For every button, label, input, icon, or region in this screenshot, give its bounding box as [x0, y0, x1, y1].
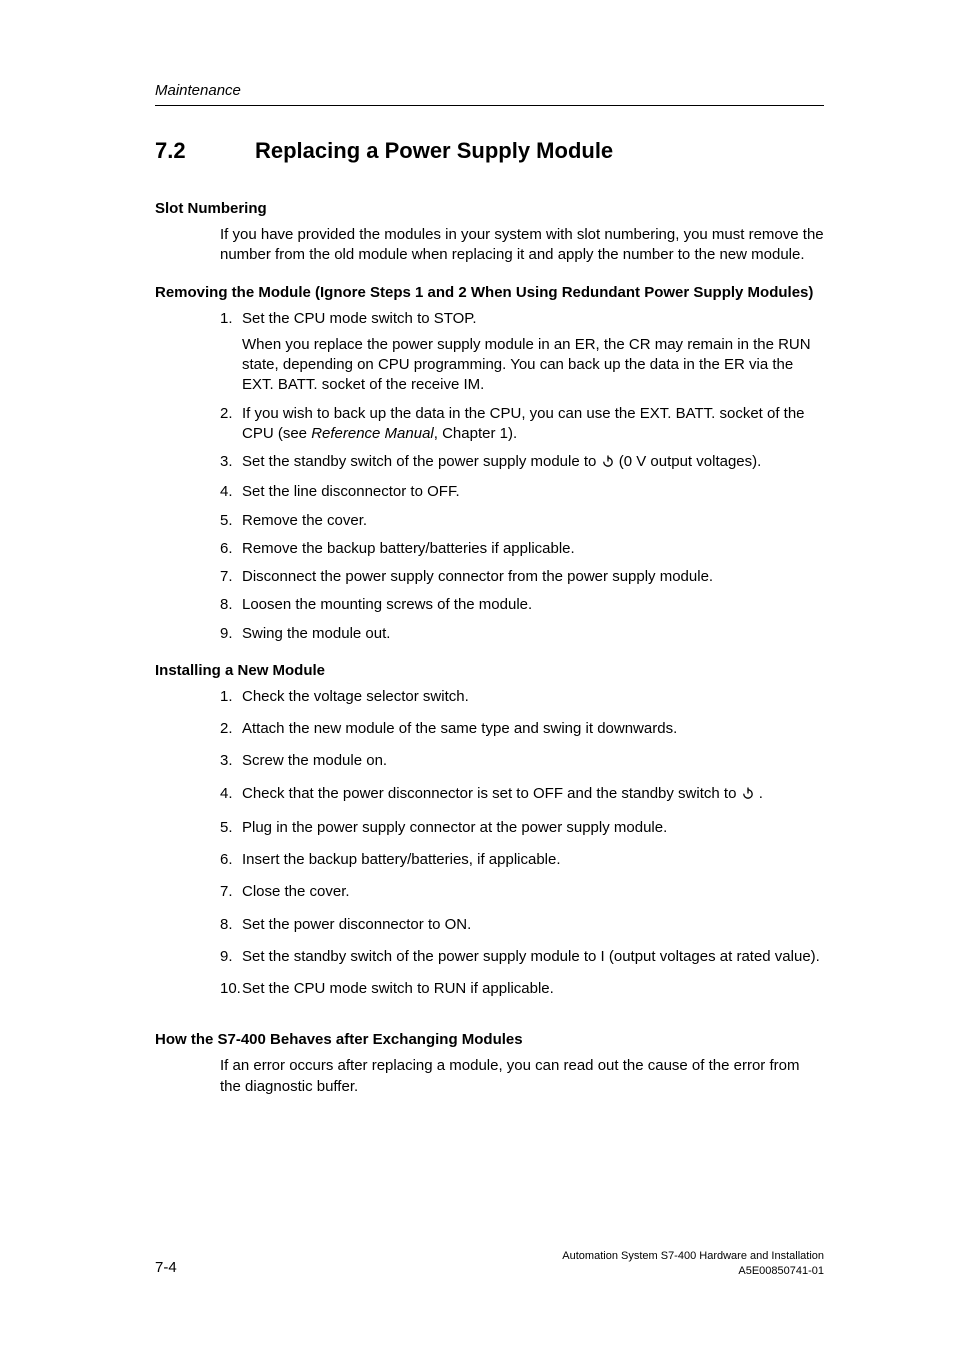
list-item: 6. Insert the backup battery/batteries, i…	[220, 850, 824, 870]
list-item-number: 10.	[220, 979, 241, 999]
list-item-number: 9.	[220, 624, 233, 644]
footer-doc-title: Automation System S7-400 Hardware and In…	[562, 1249, 824, 1263]
installing-block: Installing a New Module 1. Check the volt…	[155, 662, 824, 1000]
list-item-text: Plug in the power supply connector at th…	[242, 819, 667, 836]
list-item-number: 3.	[220, 751, 233, 771]
list-item-text-pre: Check that the power disconnector is set…	[242, 785, 741, 802]
list-item-number: 1.	[220, 687, 233, 707]
list-item-number: 5.	[220, 818, 233, 838]
installing-list: 1. Check the voltage selector switch. 2. At…	[220, 687, 824, 1000]
list-item-text: Screw the module on.	[242, 752, 387, 769]
removing-list: 1. Set the CPU mode switch to STOP. When y…	[220, 309, 824, 644]
list-item-text-post: , Chapter 1).	[434, 425, 517, 442]
behaves-para: If an error occurs after replacing a mod…	[220, 1056, 824, 1097]
slot-numbering-block: Slot Numbering If you have provided the …	[155, 200, 824, 266]
list-item: 5. Remove the cover.	[220, 511, 824, 531]
list-item-number: 5.	[220, 511, 233, 531]
list-item: 2.If you wish to back up the data in the…	[220, 404, 824, 445]
list-item-text: Remove the backup battery/batteries if a…	[242, 540, 575, 557]
list-item-text: Close the cover.	[242, 883, 350, 900]
removing-heading: Removing the Module (Ignore Steps 1 and …	[155, 284, 824, 301]
list-item: 1. Check the voltage selector switch.	[220, 687, 824, 707]
section-title-text: Replacing a Power Supply Module	[255, 138, 613, 163]
list-item-number: 9.	[220, 947, 233, 967]
removing-block: Removing the Module (Ignore Steps 1 and …	[155, 284, 824, 644]
list-item: 7. Disconnect the power supply connector …	[220, 567, 824, 587]
list-item-text: Swing the module out.	[242, 625, 390, 642]
list-item: 9. Set the standby switch of the power su…	[220, 947, 824, 967]
list-item: 6. Remove the backup battery/batteries if…	[220, 539, 824, 559]
list-item-text: Insert the backup battery/batteries, if …	[242, 851, 561, 868]
list-item-number: 4.	[220, 482, 233, 502]
list-item: 3. Set the standby switch of the power su…	[220, 452, 824, 474]
list-item: 1. Set the CPU mode switch to STOP. When y…	[220, 309, 824, 396]
list-item: 8. Loosen the mounting screws of the modu…	[220, 595, 824, 615]
installing-heading: Installing a New Module	[155, 662, 824, 679]
header-rule	[155, 105, 824, 106]
list-item: 2. Attach the new module of the same type…	[220, 719, 824, 739]
slot-numbering-para: If you have provided the modules in your…	[220, 225, 824, 266]
list-item-text: Set the power disconnector to ON.	[242, 916, 471, 933]
list-item-text-italic: Reference Manual	[311, 425, 434, 442]
list-item: 9. Swing the module out.	[220, 624, 824, 644]
list-item: 4. Set the line disconnector to OFF.	[220, 482, 824, 502]
footer-doc-id: A5E00850741-01	[562, 1264, 824, 1278]
footer-page-num: 7-4	[155, 1259, 177, 1276]
list-item-subpara: When you replace the power supply module…	[242, 335, 824, 396]
section-number: 7.2	[155, 138, 255, 164]
list-item: 10.Set the CPU mode switch to RUN if app…	[220, 979, 824, 999]
list-item-text-post: .	[755, 785, 763, 802]
behaves-heading: How the S7-400 Behaves after Exchanging …	[155, 1031, 824, 1048]
list-item-number: 8.	[220, 915, 233, 935]
footer-right: Automation System S7-400 Hardware and In…	[562, 1249, 824, 1278]
list-item-number: 2.	[220, 719, 233, 739]
list-item-text: Loosen the mounting screws of the module…	[242, 596, 532, 613]
standby-icon	[741, 786, 755, 806]
page: Maintenance 7.2Replacing a Power Supply …	[0, 0, 954, 1350]
list-item-number: 7.	[220, 882, 233, 902]
list-item-text-pre: Set the standby switch of the power supp…	[242, 453, 601, 470]
list-item-text: Set the standby switch of the power supp…	[242, 948, 820, 965]
list-item-number: 1.	[220, 309, 233, 329]
list-item: 3. Screw the module on.	[220, 751, 824, 771]
list-item-number: 6.	[220, 539, 233, 559]
list-item-text: Attach the new module of the same type a…	[242, 720, 677, 737]
slot-numbering-heading: Slot Numbering	[155, 200, 824, 217]
list-item: 5. Plug in the power supply connector at …	[220, 818, 824, 838]
list-item-text: Remove the cover.	[242, 512, 367, 529]
standby-icon	[601, 454, 615, 474]
list-item-text: Set the line disconnector to OFF.	[242, 483, 460, 500]
list-item-text: Check the voltage selector switch.	[242, 688, 469, 705]
list-item-text: Set the CPU mode switch to RUN if applic…	[242, 980, 554, 997]
list-item-number: 4.	[220, 784, 233, 804]
list-item-text: Set the CPU mode switch to STOP.	[242, 310, 477, 327]
section-title: 7.2Replacing a Power Supply Module	[155, 138, 824, 164]
list-item-text: Disconnect the power supply connector fr…	[242, 568, 713, 585]
list-item: 4. Check that the power disconnector is s…	[220, 784, 824, 806]
list-item-number: 7.	[220, 567, 233, 587]
running-header: Maintenance	[155, 82, 824, 99]
behaves-block: How the S7-400 Behaves after Exchanging …	[155, 1031, 824, 1097]
list-item-number: 8.	[220, 595, 233, 615]
list-item: 7. Close the cover.	[220, 882, 824, 902]
list-item-text-post: (0 V output voltages).	[615, 453, 762, 470]
list-item-number: 6.	[220, 850, 233, 870]
list-item-number: 2.	[220, 404, 233, 424]
page-footer: Automation System S7-400 Hardware and In…	[155, 1249, 824, 1278]
list-item: 8. Set the power disconnector to ON.	[220, 915, 824, 935]
list-item-number: 3.	[220, 452, 233, 472]
